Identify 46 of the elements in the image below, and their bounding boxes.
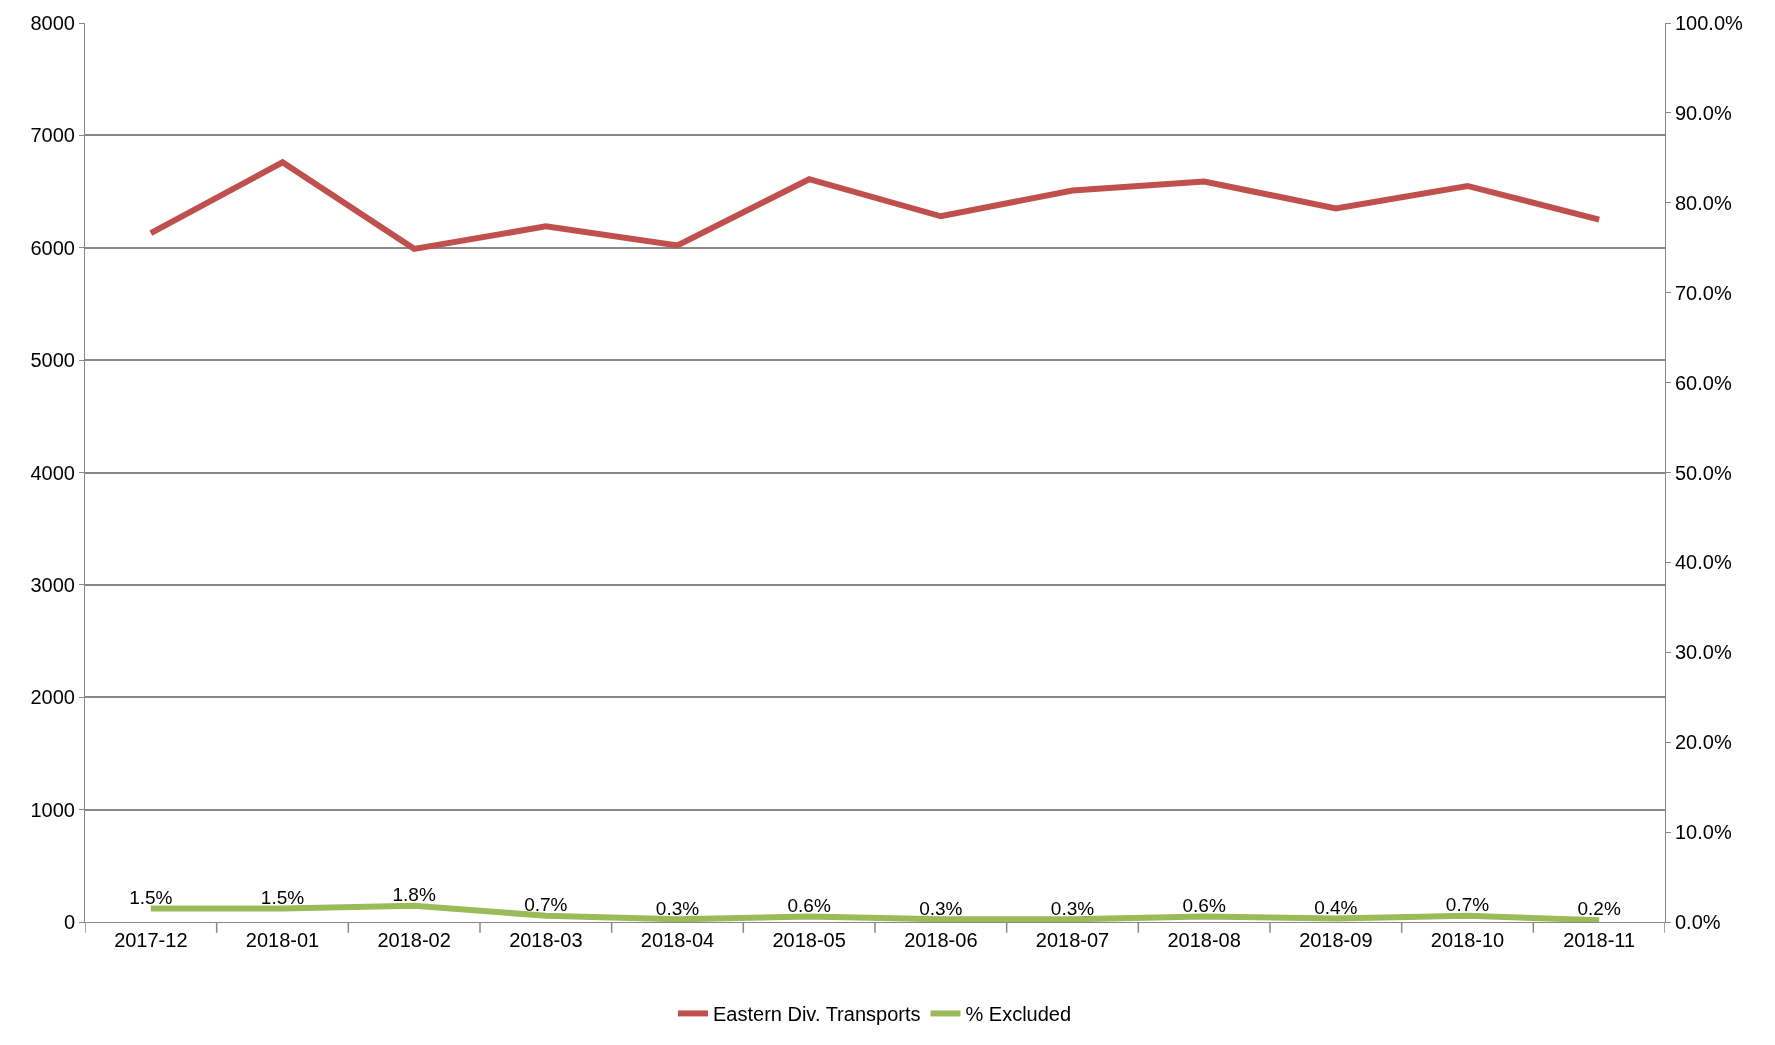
x-tick-label: 2018-02 [377, 929, 451, 951]
data-label: 0.3% [655, 897, 700, 919]
x-tick-label: 2018-10 [1430, 929, 1505, 951]
y2-tick-label: 30.0% [1675, 641, 1732, 664]
y-tick-label: 2000 [30, 686, 75, 709]
x-tick-label: 2018-04 [640, 929, 715, 951]
y-tick-label: 1000 [30, 798, 75, 821]
y-tick-label: 4000 [30, 461, 75, 484]
data-label: 1.8% [392, 884, 436, 906]
y-tick-label: 7000 [30, 124, 75, 147]
y-tick-label: 8000 [30, 12, 75, 34]
data-label: 0.7% [524, 893, 568, 915]
x-tick-label: 2018-07 [1035, 929, 1110, 951]
legend-label: Eastern Div. Transports [713, 1003, 921, 1026]
data-label: 0.6% [787, 894, 831, 916]
x-tick-label: 2018-08 [1167, 929, 1241, 951]
data-label: 1.5% [129, 886, 173, 908]
y2-tick-label: 100.0% [1675, 12, 1744, 34]
data-label: 0.4% [1314, 896, 1358, 918]
legend-label: % Excluded [965, 1003, 1072, 1026]
x-tick-label: 2018-11 [1563, 929, 1636, 951]
y2-tick-label: 60.0% [1675, 371, 1732, 394]
x-tick-label: 2018-05 [772, 929, 846, 951]
data-label: 0.7% [1445, 893, 1490, 915]
data-label: 0.3% [1050, 897, 1095, 919]
y2-tick-label: 40.0% [1675, 551, 1732, 574]
y-tick-label: 3000 [30, 573, 75, 596]
x-tick-label: 2018-09 [1299, 929, 1373, 951]
y-tick-label: 5000 [30, 349, 75, 372]
y2-tick-label: 20.0% [1675, 731, 1732, 754]
data-label: 0.3% [919, 897, 963, 919]
x-tick-label: 2018-06 [904, 929, 978, 951]
y2-tick-label: 50.0% [1675, 461, 1732, 484]
y2-tick-label: 70.0% [1675, 281, 1732, 304]
data-label: 0.2% [1577, 898, 1621, 920]
y2-tick-label: 90.0% [1675, 101, 1732, 124]
x-tick-label: 2017-12 [114, 929, 188, 951]
x-tick-label: 2018-03 [509, 929, 583, 951]
x-tick-label: 2018-01 [245, 929, 320, 951]
data-label: 0.6% [1182, 894, 1226, 916]
y-tick-label: 6000 [30, 236, 75, 259]
y2-tick-label: 10.0% [1675, 821, 1732, 844]
data-label: 1.5% [260, 886, 305, 908]
y2-tick-label: 80.0% [1675, 191, 1732, 214]
y2-tick-label: 0.0% [1675, 911, 1721, 933]
y-tick-label: 0 [63, 911, 75, 933]
